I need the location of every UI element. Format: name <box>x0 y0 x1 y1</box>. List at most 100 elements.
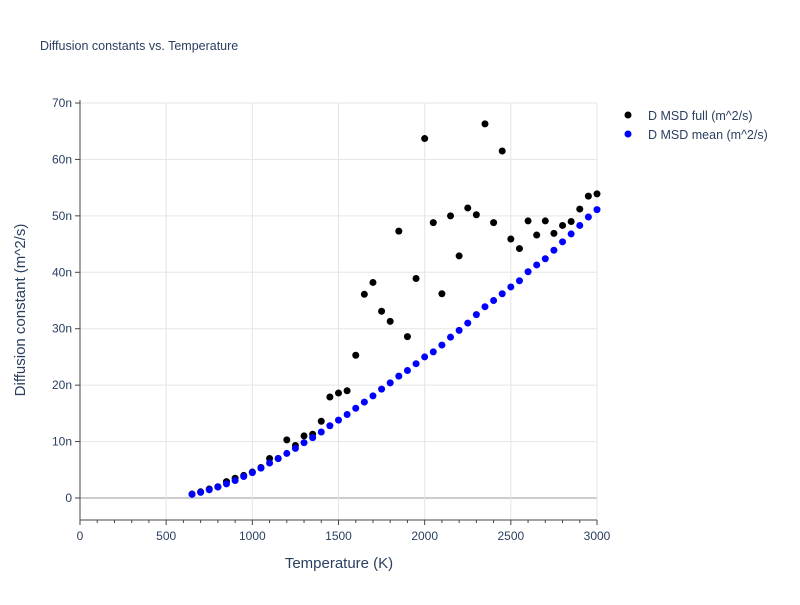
point-mean <box>248 469 256 477</box>
point-full <box>472 211 480 219</box>
point-full <box>455 252 463 260</box>
point-full <box>412 274 420 282</box>
point-full <box>438 290 446 298</box>
point-full <box>593 190 601 198</box>
y-tick-label: 40n <box>52 265 72 279</box>
x-tick-label: 2500 <box>497 529 524 543</box>
point-mean <box>421 353 429 361</box>
point-mean <box>335 416 342 424</box>
point-full <box>429 219 437 227</box>
y-tick-label: 60n <box>52 152 72 166</box>
point-mean <box>317 428 325 436</box>
point-full <box>283 436 291 444</box>
y-tick-label: 20n <box>52 378 72 392</box>
point-mean <box>429 348 437 356</box>
y-tick-label: 30n <box>52 322 72 336</box>
point-full <box>352 351 360 359</box>
legend-label-full: D MSD full (m^2/s) <box>648 109 752 123</box>
point-mean <box>214 483 222 491</box>
point-mean <box>533 261 541 269</box>
point-full <box>464 204 472 212</box>
point-mean <box>274 455 282 462</box>
point-mean <box>326 422 334 430</box>
point-mean <box>559 238 567 246</box>
point-full <box>541 217 549 225</box>
point-full <box>524 217 532 225</box>
point-mean <box>507 283 515 291</box>
point-full <box>421 135 429 143</box>
point-mean <box>403 366 411 374</box>
point-full <box>481 120 489 128</box>
point-mean <box>369 392 377 400</box>
point-mean <box>240 473 248 481</box>
point-mean <box>343 410 351 418</box>
point-mean <box>222 480 230 488</box>
point-mean <box>205 486 213 494</box>
x-axis-label: Temperature (K) <box>285 555 393 572</box>
y-tick-label: 0 <box>65 491 72 505</box>
point-mean <box>438 341 446 349</box>
grid <box>80 102 598 520</box>
point-full <box>507 235 515 243</box>
point-mean <box>550 246 558 254</box>
point-mean <box>378 385 386 393</box>
x-tick-label: 0 <box>77 529 84 543</box>
y-tick-label: 50n <box>52 209 72 223</box>
point-full <box>317 417 325 425</box>
legend-marker-full <box>624 111 632 119</box>
legend-label-mean: D MSD mean (m^2/s) <box>648 128 768 142</box>
point-mean <box>412 360 420 368</box>
legend[interactable]: D MSD full (m^2/s) D MSD mean (m^2/s) <box>624 109 768 142</box>
point-mean <box>188 490 196 498</box>
point-mean <box>300 439 308 447</box>
point-full <box>343 387 351 395</box>
point-mean <box>395 372 403 380</box>
point-mean <box>464 319 472 327</box>
point-full <box>490 219 498 227</box>
x-tick-label: 1000 <box>239 529 266 543</box>
point-mean <box>576 221 584 229</box>
data-points <box>188 120 601 498</box>
point-full <box>515 245 523 253</box>
point-full <box>369 278 377 286</box>
chart-title: Diffusion constants vs. Temperature <box>40 39 238 53</box>
point-full <box>447 212 455 220</box>
point-mean <box>593 206 601 214</box>
point-full <box>498 147 506 155</box>
point-mean <box>266 459 274 467</box>
point-full <box>326 393 334 401</box>
point-mean <box>490 297 498 304</box>
legend-marker-mean <box>624 130 632 138</box>
point-mean <box>309 434 317 442</box>
point-mean <box>257 464 265 472</box>
point-mean <box>541 255 549 263</box>
x-tick-label: 1500 <box>325 529 352 543</box>
point-full <box>559 221 567 229</box>
point-mean <box>231 477 239 485</box>
point-mean <box>567 230 575 238</box>
y-tick-label: 70n <box>52 96 72 110</box>
point-mean <box>524 268 532 276</box>
point-full <box>335 389 342 397</box>
legend-item-mean[interactable]: D MSD mean (m^2/s) <box>624 128 768 142</box>
x-tick-label: 3000 <box>584 529 611 543</box>
point-mean <box>481 303 489 311</box>
point-full <box>386 317 394 325</box>
point-full <box>300 432 308 440</box>
point-full <box>395 227 403 235</box>
point-full <box>584 192 592 200</box>
point-full <box>550 229 558 237</box>
point-mean <box>498 290 506 298</box>
point-full <box>576 205 584 213</box>
point-full <box>533 231 541 239</box>
point-full <box>567 218 575 225</box>
point-mean <box>455 326 463 334</box>
point-mean <box>352 404 360 412</box>
point-full <box>403 333 411 341</box>
legend-item-full[interactable]: D MSD full (m^2/s) <box>624 109 753 123</box>
point-full <box>360 290 368 298</box>
point-mean <box>447 333 455 341</box>
point-mean <box>291 444 299 452</box>
point-full <box>378 307 386 315</box>
